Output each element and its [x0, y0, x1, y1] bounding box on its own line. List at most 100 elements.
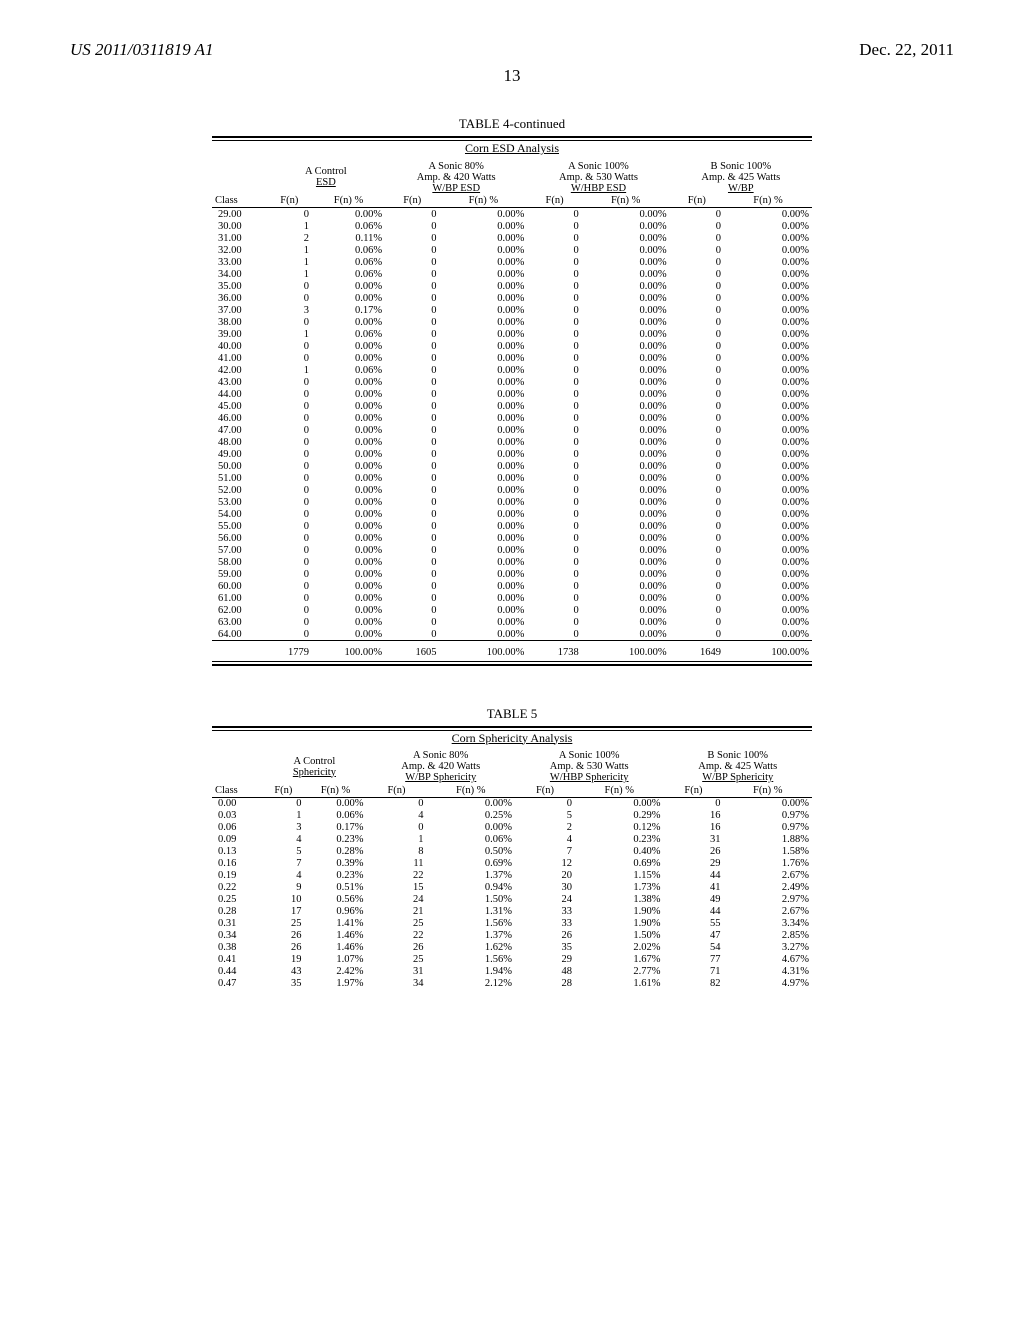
total-cell: 1649 [670, 641, 724, 659]
table-cell: 0.00% [582, 208, 670, 221]
table-cell: 0 [267, 340, 312, 352]
table-cell: 1.88% [724, 834, 813, 846]
table-cell: 0.00% [427, 797, 515, 810]
table-cell: 0.00% [724, 376, 812, 388]
table-cell: 0.00% [724, 556, 812, 568]
table-cell: 0.13 [212, 846, 262, 858]
total-cell: 100.00% [439, 641, 527, 659]
total-cell: 100.00% [582, 641, 670, 659]
table-cell: 2 [267, 232, 312, 244]
table-cell: 0 [670, 400, 724, 412]
table-cell: 71 [663, 966, 723, 978]
table-cell: 0 [267, 460, 312, 472]
table-cell: 0.00% [724, 304, 812, 316]
table-cell: 0 [385, 508, 439, 520]
table-cell: 55 [663, 918, 723, 930]
table-row: 59.0000.00%00.00%00.00%00.00% [212, 568, 812, 580]
table-cell: 0.00% [312, 496, 385, 508]
column-header: F(n) % [582, 194, 670, 208]
table-cell: 0.00% [582, 604, 670, 616]
table-cell: 0 [267, 376, 312, 388]
table-cell: 0.19 [212, 870, 262, 882]
table-cell: 0.00% [724, 568, 812, 580]
group-header: B Sonic 100%Amp. & 425 WattsW/BP [701, 161, 780, 194]
table-cell: 0 [527, 352, 581, 364]
table-cell: 51.00 [212, 472, 267, 484]
table-cell: 0.00% [582, 220, 670, 232]
table-cell: 0 [527, 376, 581, 388]
table-cell: 0 [670, 364, 724, 376]
table-cell: 0 [267, 424, 312, 436]
table-5-group-header-row: A ControlSphericity A Sonic 80%Amp. & 42… [212, 750, 812, 784]
table-cell: 0 [670, 556, 724, 568]
table-cell: 1.76% [724, 858, 813, 870]
table-cell: 56.00 [212, 532, 267, 544]
table-cell: 0.12% [575, 822, 663, 834]
table-cell: 0 [385, 376, 439, 388]
table-cell: 15 [366, 882, 426, 894]
table-cell: 1.07% [304, 954, 366, 966]
table-cell: 31 [663, 834, 723, 846]
table-cell: 19 [262, 954, 304, 966]
table-cell: 0.06% [427, 834, 515, 846]
table-row: 46.0000.00%00.00%00.00%00.00% [212, 412, 812, 424]
table-cell: 0.03 [212, 810, 262, 822]
table-cell: 0.00% [439, 484, 527, 496]
table-cell: 0.00% [582, 412, 670, 424]
table-cell: 0.00% [312, 448, 385, 460]
table-cell: 0.00% [724, 616, 812, 628]
table-cell: 50.00 [212, 460, 267, 472]
table-cell: 57.00 [212, 544, 267, 556]
table-cell: 0 [527, 448, 581, 460]
table-cell: 0.00% [582, 448, 670, 460]
table-cell: 0 [670, 604, 724, 616]
table-cell: 0 [267, 520, 312, 532]
table-cell: 0 [527, 304, 581, 316]
table-cell: 0.94% [427, 882, 515, 894]
column-header: F(n) % [312, 194, 385, 208]
table-cell: 0.00% [312, 376, 385, 388]
table-cell: 32.00 [212, 244, 267, 256]
table-cell: 0.11% [312, 232, 385, 244]
table-cell: 2 [515, 822, 575, 834]
table-cell: 1.15% [575, 870, 663, 882]
table-cell: 0.00% [724, 628, 812, 641]
table-cell: 48 [515, 966, 575, 978]
table-cell: 0.00% [582, 400, 670, 412]
table-cell: 0 [267, 400, 312, 412]
table-cell: 0.00% [312, 436, 385, 448]
table-cell: 41.00 [212, 352, 267, 364]
table-cell: 0 [267, 592, 312, 604]
table-cell: 0.00% [582, 544, 670, 556]
table-cell: 34 [366, 978, 426, 990]
group-header: B Sonic 100%Amp. & 425 WattsW/BP Spheric… [698, 750, 777, 783]
table-cell: 30 [515, 882, 575, 894]
table-cell: 0.00% [312, 424, 385, 436]
total-cell: 1605 [385, 641, 439, 659]
column-header: F(n) [663, 784, 723, 798]
table-cell: 1.37% [427, 930, 515, 942]
table-cell: 0.00% [724, 220, 812, 232]
table-cell: 4.67% [724, 954, 813, 966]
table-cell: 35 [262, 978, 304, 990]
table-cell: 44 [663, 870, 723, 882]
group-header: A ControlSphericity [293, 756, 336, 778]
table-row: 30.0010.06%00.00%00.00%00.00% [212, 220, 812, 232]
table-cell: 2.85% [724, 930, 813, 942]
table-row: 41.0000.00%00.00%00.00%00.00% [212, 352, 812, 364]
table-cell: 0.28 [212, 906, 262, 918]
table-4-body: 29.0000.00%00.00%00.00%00.00%30.0010.06%… [212, 208, 812, 641]
table-cell: 2.12% [427, 978, 515, 990]
table-cell: 0.00% [439, 280, 527, 292]
group-header: A Sonic 80%Amp. & 420 WattsW/BP Spherici… [401, 750, 480, 783]
table-cell: 0.00% [724, 208, 812, 221]
table-cell: 0.00% [582, 556, 670, 568]
table-cell: 46.00 [212, 412, 267, 424]
table-4-container: TABLE 4-continued Corn ESD Analysis A Co… [212, 116, 812, 666]
table-cell: 1.56% [427, 918, 515, 930]
table-cell: 0.38 [212, 942, 262, 954]
table-cell: 0.00% [312, 400, 385, 412]
table-cell: 0.00% [582, 316, 670, 328]
table-cell: 0 [670, 232, 724, 244]
table-row: 0.41191.07%251.56%291.67%774.67% [212, 954, 812, 966]
